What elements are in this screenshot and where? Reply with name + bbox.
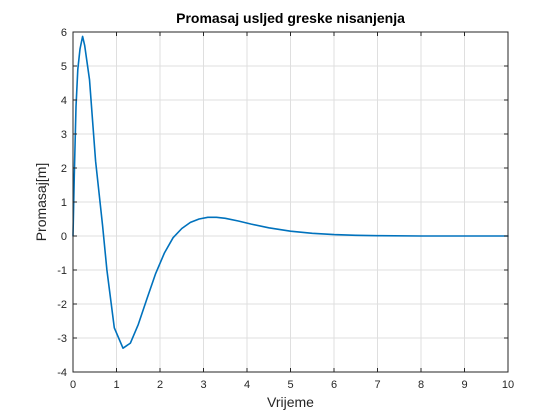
x-tick-label: 2 xyxy=(157,379,163,391)
x-tick-label: 3 xyxy=(200,379,206,391)
y-tick-label: -2 xyxy=(57,299,67,311)
y-tick-label: 4 xyxy=(61,95,67,107)
x-tick-label: 10 xyxy=(502,379,514,391)
x-tick-label: 0 xyxy=(70,379,76,391)
x-tick-label: 5 xyxy=(287,379,293,391)
y-tick-label: 5 xyxy=(61,61,67,73)
y-tick-label: 6 xyxy=(61,27,67,39)
y-tick-label: -1 xyxy=(57,265,67,277)
chart-title: Promasaj usljed greske nisanjenja xyxy=(176,10,405,26)
x-tick-label: 7 xyxy=(374,379,380,391)
x-tick-label: 1 xyxy=(113,379,119,391)
y-tick-label: 1 xyxy=(61,197,67,209)
x-tick-label: 8 xyxy=(418,379,424,391)
y-tick-label: 0 xyxy=(61,231,67,243)
x-tick-label: 9 xyxy=(461,379,467,391)
x-axis-label: Vrijeme xyxy=(267,394,314,410)
ticks: 0 1 2 3 4 5 6 7 8 9 10 -4 -3 -2 -1 0 1 2 3 4 5 6 xyxy=(57,27,514,391)
y-tick-label: -3 xyxy=(57,333,67,345)
y-tick-label: 2 xyxy=(61,163,67,175)
y-axis-label: Promasaj[m] xyxy=(33,163,49,242)
x-tick-label: 6 xyxy=(331,379,337,391)
y-tick-label: 3 xyxy=(61,129,67,141)
series-line-1 xyxy=(72,35,509,350)
y-tick-label: -4 xyxy=(57,367,67,379)
series-group xyxy=(72,35,509,350)
x-tick-label: 4 xyxy=(244,379,250,391)
